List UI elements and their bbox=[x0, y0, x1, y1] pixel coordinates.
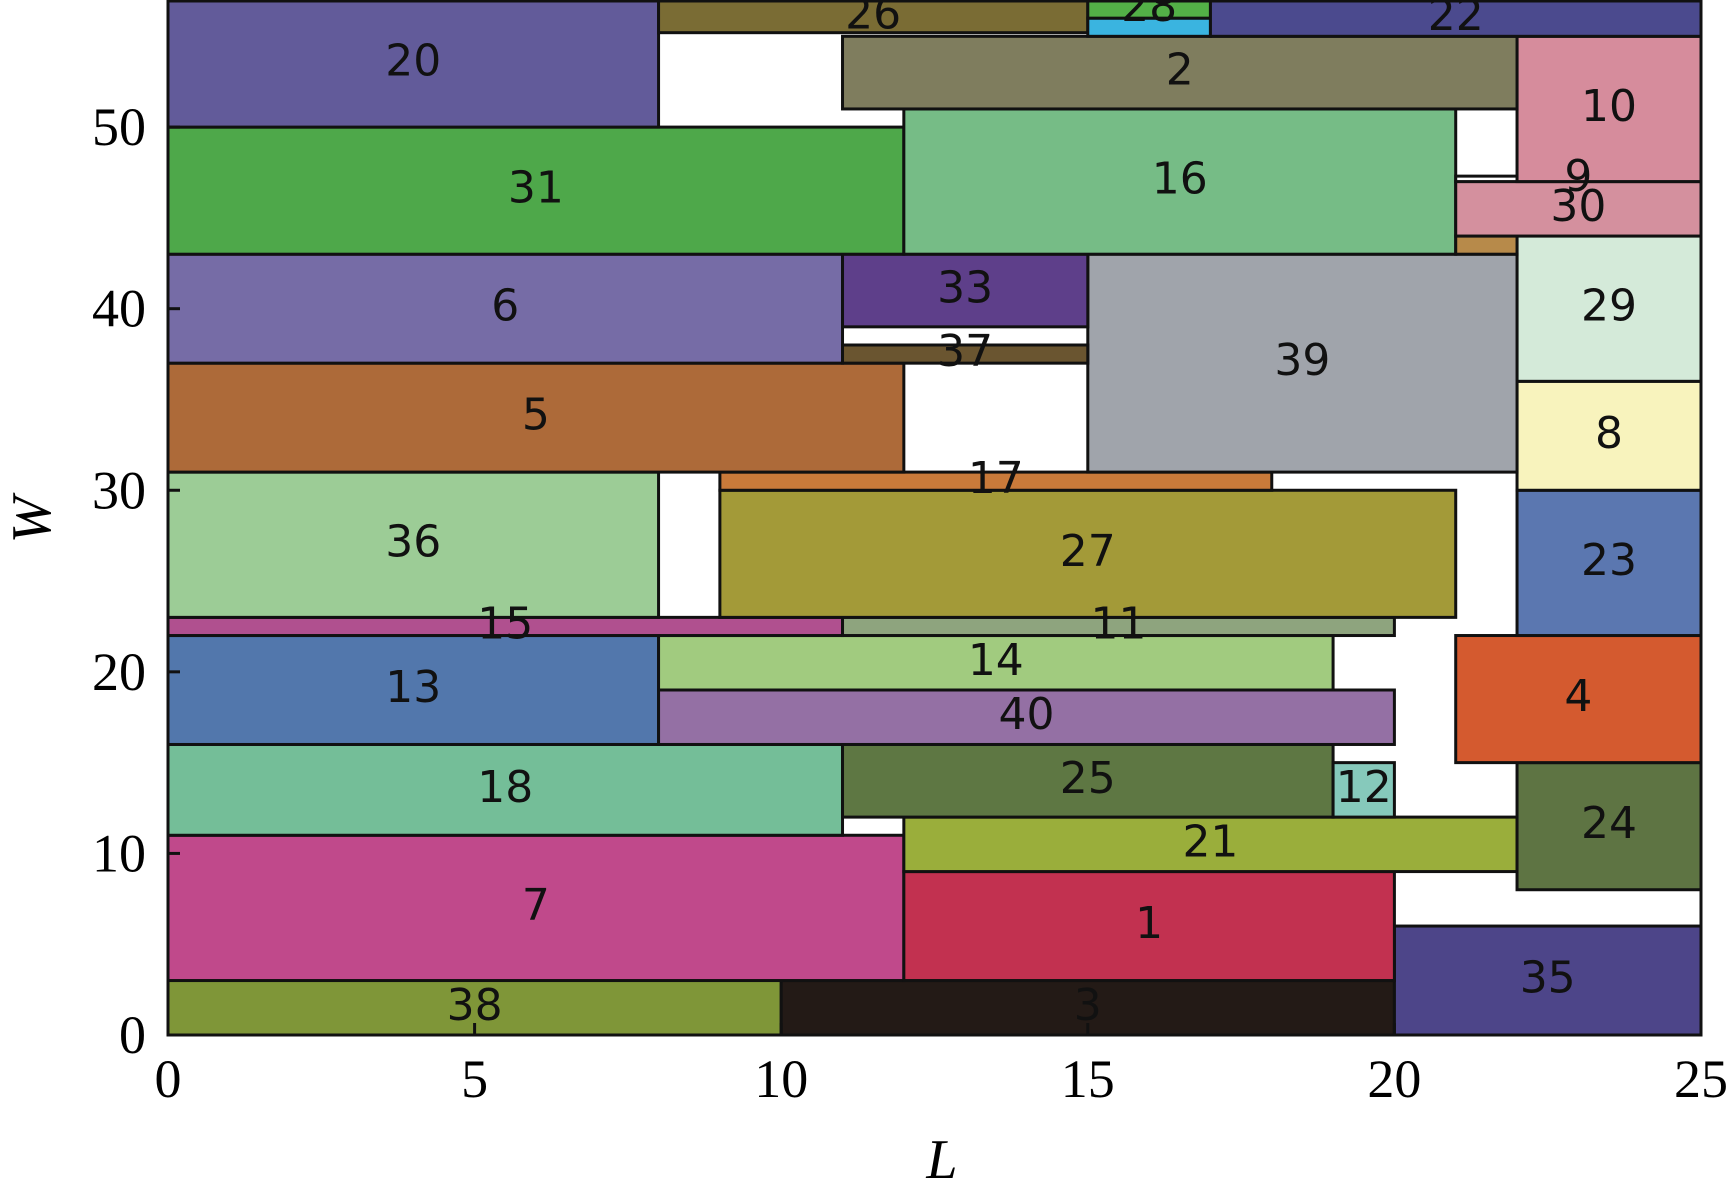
packed-rect bbox=[718, 470, 1274, 492]
x-tick-label: 10 bbox=[754, 1049, 808, 1109]
rect-label: 31 bbox=[508, 163, 564, 214]
packed-rect bbox=[841, 742, 1335, 819]
rect-label: 20 bbox=[385, 36, 441, 87]
rect-label: 7 bbox=[522, 880, 550, 931]
rect-label: 1 bbox=[1135, 898, 1163, 949]
y-tick-label: 10 bbox=[92, 823, 146, 883]
rect-label: 26 bbox=[845, 0, 901, 39]
rect-label: 4 bbox=[1564, 671, 1592, 722]
rect-label: 16 bbox=[1152, 154, 1208, 205]
x-tick-label: 5 bbox=[461, 1049, 488, 1109]
rect-label: 36 bbox=[385, 517, 441, 568]
packed-rect bbox=[1515, 488, 1703, 638]
packed-rect bbox=[902, 870, 1396, 983]
packed-rect bbox=[1515, 34, 1703, 184]
rect-label: 29 bbox=[1581, 281, 1637, 332]
rect-label: 13 bbox=[385, 662, 441, 713]
rect-label: 5 bbox=[522, 390, 550, 441]
y-axis-label: W bbox=[1, 492, 63, 543]
rect-label: 6 bbox=[491, 281, 519, 332]
x-axis-label: L bbox=[925, 1129, 957, 1186]
packed-rect bbox=[657, 688, 1396, 746]
rect-label: 25 bbox=[1060, 753, 1116, 804]
rect-label: 15 bbox=[477, 598, 533, 649]
rect-label: 9 bbox=[1564, 151, 1592, 202]
rect-label: 10 bbox=[1581, 81, 1637, 132]
packed-rect bbox=[1515, 761, 1703, 892]
rect-label: 3 bbox=[1074, 980, 1102, 1031]
y-tick-label: 50 bbox=[92, 97, 146, 157]
y-tick-label: 40 bbox=[92, 279, 146, 339]
rect-label: 24 bbox=[1581, 798, 1637, 849]
rect-label: 2 bbox=[1166, 45, 1194, 96]
packed-rect bbox=[1454, 234, 1519, 256]
rect-label: 30 bbox=[1550, 181, 1606, 232]
rect-label: 21 bbox=[1182, 816, 1238, 867]
rect-label: 39 bbox=[1274, 335, 1330, 386]
rect-label: 33 bbox=[937, 263, 993, 314]
packed-rect bbox=[841, 252, 1090, 329]
rect-label: 27 bbox=[1060, 526, 1116, 577]
rect-label: 8 bbox=[1595, 408, 1623, 459]
rect-label: 22 bbox=[1428, 0, 1484, 41]
plot-frame bbox=[166, 0, 1703, 1037]
y-tick-label: 20 bbox=[92, 642, 146, 702]
packed-rect bbox=[1331, 761, 1396, 819]
x-tick-label: 20 bbox=[1367, 1049, 1421, 1109]
rect-label: 12 bbox=[1336, 762, 1392, 813]
packed-rect bbox=[841, 343, 1090, 365]
rect-label: 40 bbox=[998, 689, 1054, 740]
rect-label: 11 bbox=[1090, 598, 1146, 649]
packed-rect bbox=[1392, 924, 1703, 1037]
rect-label: 14 bbox=[968, 635, 1024, 686]
x-tick-label: 15 bbox=[1061, 1049, 1115, 1109]
packed-rect bbox=[1454, 180, 1703, 238]
packed-rect bbox=[1515, 379, 1703, 492]
packed-rect bbox=[166, 833, 906, 983]
y-tick-label: 0 bbox=[119, 1005, 146, 1065]
rect-label: 28 bbox=[1121, 0, 1177, 32]
packed-rect bbox=[166, 125, 906, 256]
rect-label: 23 bbox=[1581, 535, 1637, 586]
rect-label: 18 bbox=[477, 762, 533, 813]
rect-label: 17 bbox=[968, 453, 1024, 504]
packed-rect bbox=[1208, 0, 1703, 38]
x-tick-label: 25 bbox=[1674, 1049, 1728, 1109]
rect-label: 35 bbox=[1520, 953, 1576, 1004]
x-tick-label: 0 bbox=[155, 1049, 182, 1109]
packed-rect bbox=[718, 488, 1458, 619]
rect-label: 37 bbox=[937, 326, 993, 377]
packed-rect bbox=[166, 361, 906, 474]
packed-rect bbox=[1086, 252, 1519, 474]
packed-rect bbox=[166, 470, 661, 619]
packed-rect bbox=[1515, 234, 1703, 383]
packed-rect bbox=[902, 815, 1519, 874]
rect-label: 38 bbox=[447, 980, 503, 1031]
y-tick-label: 30 bbox=[92, 460, 146, 520]
packed-rect bbox=[166, 634, 661, 746]
